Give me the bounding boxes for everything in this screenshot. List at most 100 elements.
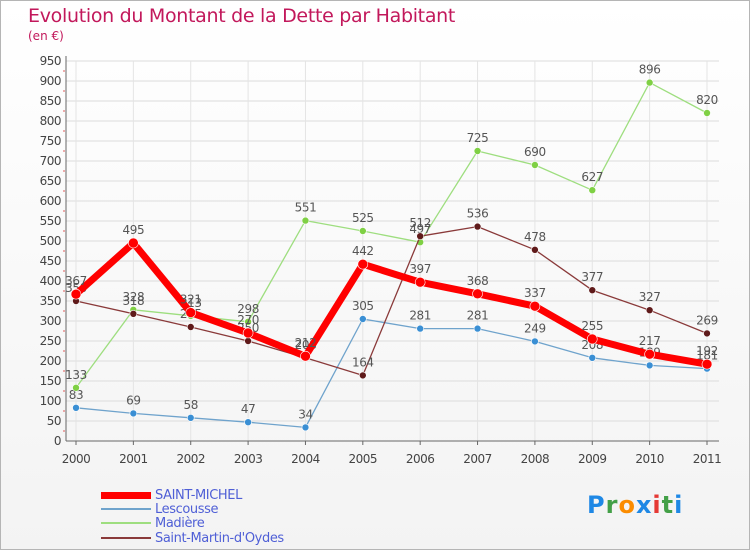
y-tick-label: 400: [40, 274, 61, 288]
data-point-lescousse: [72, 403, 80, 412]
data-point-lescousse: [531, 337, 539, 346]
data-label-saint-michel: 255: [581, 319, 603, 333]
y-tick-label: 500: [40, 234, 61, 248]
data-label-saint-michel: 321: [180, 293, 202, 307]
data-label-saint-michel: 367: [65, 274, 87, 288]
data-label-saint-michel: 495: [123, 223, 145, 237]
data-label-saint-martin-d-oydes: 269: [696, 313, 718, 327]
y-tick-label: 800: [40, 114, 61, 128]
data-point-madi-re: [473, 147, 482, 155]
data-label-saint-martin-d-oydes: 478: [524, 230, 546, 244]
legend-item-madiere: Madière: [101, 515, 205, 531]
y-tick-label: 950: [40, 54, 61, 68]
logo-letter: i: [674, 491, 684, 519]
series-line-saint-martin-d-oydes: [75, 225, 708, 377]
y-tick-label: 900: [40, 74, 61, 88]
data-point-saint-martin-d-oydes: [244, 337, 252, 345]
data-label-saint-martin-d-oydes: 377: [581, 270, 603, 284]
data-point-madi-re: [703, 109, 711, 117]
data-point-saint-michel: [644, 348, 655, 360]
data-point-saint-martin-d-oydes: [186, 323, 195, 331]
y-tick-label: 150: [40, 374, 61, 388]
data-label-saint-michel: 397: [409, 262, 431, 276]
data-label-madi-re: 820: [696, 93, 718, 107]
data-label-madi-re: 627: [581, 170, 603, 184]
data-label-lescousse: 181: [696, 349, 718, 363]
logo-letter: r: [605, 491, 619, 519]
data-point-madi-re: [301, 216, 310, 225]
data-label-madi-re: 497: [409, 222, 431, 236]
data-point-saint-michel: [357, 258, 369, 270]
data-label-lescousse: 58: [183, 398, 197, 412]
data-label-saint-martin-d-oydes: 164: [352, 355, 374, 369]
data-point-lescousse: [301, 423, 310, 432]
y-tick-label: 250: [40, 334, 61, 348]
data-point-lescousse: [416, 324, 424, 333]
data-label-saint-michel: 442: [352, 244, 374, 258]
y-tick-label: 600: [40, 194, 61, 208]
x-tick-label: 2003: [234, 452, 263, 466]
data-point-lescousse: [129, 409, 138, 418]
data-point-saint-martin-d-oydes: [473, 222, 482, 231]
legend-label-lescousse: Lescousse: [155, 501, 219, 517]
data-label-lescousse: 305: [352, 299, 374, 313]
data-label-madi-re: 133: [65, 368, 87, 382]
series-line-madi-re: [75, 81, 708, 389]
legend-swatch-saint-michel: [101, 491, 151, 499]
y-tick-label: 300: [40, 314, 61, 328]
legend-label-madiere: Madière: [155, 515, 205, 531]
data-point-madi-re: [359, 227, 367, 235]
data-point-saint-michel: [185, 307, 197, 318]
data-label-lescousse: 83: [69, 388, 83, 402]
data-point-saint-michel: [529, 300, 541, 312]
data-label-madi-re: 298: [237, 302, 259, 316]
series-line-lescousse: [75, 318, 708, 429]
data-label-saint-michel: 192: [696, 344, 718, 358]
data-label-madi-re: 525: [352, 211, 374, 225]
x-tick-label: 2010: [635, 452, 664, 466]
x-tick-label: 2008: [521, 452, 550, 466]
data-point-saint-martin-d-oydes: [531, 246, 539, 254]
data-label-lescousse: 281: [467, 309, 489, 323]
y-tick-label: 850: [40, 94, 61, 108]
data-point-madi-re: [645, 78, 654, 87]
data-point-saint-michel: [472, 288, 483, 300]
data-point-madi-re: [531, 161, 539, 169]
y-tick-label: 750: [40, 134, 61, 148]
data-point-saint-martin-d-oydes: [416, 232, 424, 240]
data-point-saint-martin-d-oydes: [645, 306, 654, 315]
data-point-madi-re: [244, 317, 252, 326]
data-label-madi-re: 690: [524, 145, 546, 159]
data-point-saint-martin-d-oydes: [129, 309, 138, 318]
y-tick-label: 200: [40, 354, 61, 368]
y-tick-label: 100: [40, 394, 61, 408]
y-tick-label: 550: [40, 214, 61, 228]
logo-letter: x: [635, 491, 653, 519]
x-tick-label: 2005: [349, 452, 378, 466]
x-tick-label: 2009: [578, 452, 607, 466]
data-point-lescousse: [473, 324, 482, 333]
logo-letter: o: [618, 491, 636, 519]
legend-item-lescousse: Lescousse: [101, 501, 219, 517]
legend-swatch-saint-martin: [101, 537, 151, 539]
data-label-saint-michel: 337: [524, 286, 546, 300]
legend-label-saint-martin: Saint-Martin-d'Oydes: [155, 530, 284, 546]
x-tick-label: 2000: [62, 452, 91, 466]
x-tick-label: 2002: [176, 452, 205, 466]
y-tick-label: 50: [47, 414, 61, 428]
data-label-saint-martin-d-oydes: 318: [123, 294, 145, 308]
data-point-lescousse: [359, 315, 367, 323]
data-point-saint-michel: [128, 237, 139, 249]
data-label-saint-michel: 217: [639, 334, 661, 348]
data-label-saint-michel: 212: [295, 336, 317, 350]
data-point-lescousse: [588, 353, 597, 362]
data-point-lescousse: [186, 413, 195, 422]
data-point-saint-michel: [414, 276, 426, 288]
data-point-madi-re: [588, 186, 597, 194]
legend-item-saint-martin: Saint-Martin-d'Oydes: [101, 530, 284, 546]
chart-title: Evolution du Montant de la Dette par Hab…: [28, 5, 456, 27]
data-point-saint-martin-d-oydes: [703, 329, 711, 338]
y-tick-label: 700: [40, 154, 61, 168]
data-label-lescousse: 281: [409, 309, 431, 323]
data-point-madi-re: [72, 383, 80, 392]
